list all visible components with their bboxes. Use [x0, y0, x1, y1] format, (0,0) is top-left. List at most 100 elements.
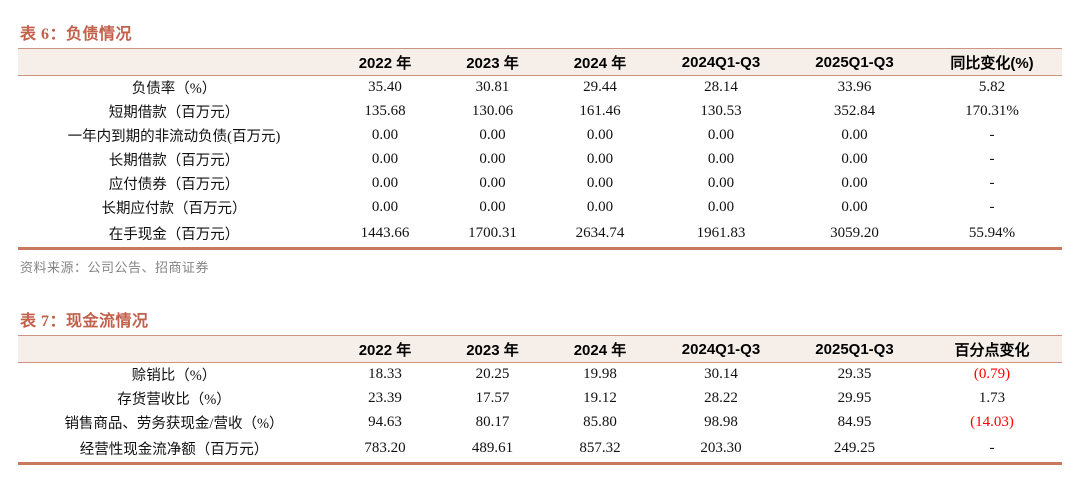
- cell-value: 55.94%: [922, 219, 1062, 250]
- cell-value: 17.57: [475, 390, 510, 406]
- row-label: 应付债券（百万元）: [108, 177, 240, 193]
- cell-value: 0.00: [707, 151, 735, 167]
- cell-value: 80.17: [475, 414, 510, 430]
- cell-value: 0.00: [707, 127, 735, 143]
- row-label: 负债率（%）: [131, 81, 217, 98]
- cell-value: 0.00: [841, 199, 868, 215]
- report-page: 表 6：负债情况 2022 年 2023 年 2024 年 2024Q1-Q3 …: [18, 26, 1062, 465]
- cell-value: 857.32: [545, 434, 655, 465]
- cell-value: 130.06: [471, 103, 514, 119]
- table-row-inventory-revenue-ratio: 存货营收比（%） 23.39 17.57 19.12 28.22 29.95 1…: [18, 387, 1062, 411]
- section-spacer: [18, 276, 1062, 307]
- table6-source: 资料来源：公司公告、招商证券: [20, 260, 210, 275]
- row-label: 存货营收比（%）: [117, 392, 231, 408]
- cell-value: 30.81: [475, 79, 510, 96]
- column-header-pp-change: 百分点变化: [954, 341, 1030, 359]
- table-row-net-operating-cash-flow: 经营性现金流净额（百万元） 783.20 489.61 857.32 203.3…: [18, 434, 1062, 465]
- row-label: 长期应付款（百万元）: [101, 201, 247, 217]
- table-row-bonds-payable: 应付债券（百万元） 0.00 0.00 0.00 0.00 0.00 -: [18, 172, 1062, 196]
- column-header-yoy-change: 同比变化(%): [950, 54, 1034, 72]
- table-row-cash-on-hand: 在手现金（百万元） 1443.66 1700.31 2634.74 1961.8…: [18, 219, 1062, 250]
- table-row-debt-ratio: 负债率（%） 35.40 30.81 29.44 28.14 33.96 5.8…: [18, 76, 1062, 100]
- column-header-2023: 2023 年: [466, 341, 519, 359]
- cell-value: 0.00: [371, 127, 399, 143]
- cell-value: 0.00: [586, 127, 614, 143]
- cell-value: 33.96: [837, 79, 872, 96]
- column-header-2024q1q3: 2024Q1-Q3: [681, 340, 761, 358]
- table7-title: 表 7：现金流情况: [20, 313, 149, 330]
- row-label: 经营性现金流净额（百万元）: [18, 434, 330, 465]
- column-header-2025q1q3: 2025Q1-Q3: [815, 53, 894, 71]
- row-label: 短期借款（百万元）: [108, 105, 240, 121]
- cell-value: 2634.74: [545, 219, 655, 250]
- cell-value: 94.63: [368, 414, 402, 430]
- row-label: 销售商品、劳务获现金/营收（%）: [64, 416, 284, 432]
- column-header-2023: 2023 年: [466, 54, 519, 72]
- corner-cell: [18, 49, 330, 76]
- cell-value: 5.82: [978, 79, 1006, 96]
- cash-flow-table: 2022 年 2023 年 2024 年 2024Q1-Q3 2025Q1-Q3…: [18, 335, 1062, 465]
- cell-value: 783.20: [330, 434, 440, 465]
- row-label: 赊销比（%）: [131, 368, 217, 385]
- cell-value: 35.40: [368, 79, 402, 96]
- cell-value: 0.00: [707, 175, 735, 191]
- cell-value: 0.00: [841, 127, 868, 143]
- cell-value: 489.61: [440, 434, 545, 465]
- negative-value: (14.03): [970, 414, 1014, 430]
- cell-value: 1.73: [978, 390, 1006, 406]
- cell-value: 3059.20: [787, 219, 922, 250]
- cell-value: 352.84: [833, 103, 876, 119]
- corner-cell: [18, 336, 330, 363]
- row-label: 一年内到期的非流动负债(百万元): [67, 129, 281, 145]
- cell-value: 0.00: [479, 199, 506, 215]
- cell-value: -: [989, 127, 995, 143]
- column-header-2024q1q3: 2024Q1-Q3: [681, 53, 761, 71]
- cell-value: 135.68: [364, 103, 406, 119]
- cell-value: 161.46: [579, 103, 621, 119]
- table-row-long-term-borrowings: 长期借款（百万元） 0.00 0.00 0.00 0.00 0.00 -: [18, 148, 1062, 172]
- cell-value: 18.33: [368, 366, 402, 383]
- column-header-2022: 2022 年: [358, 54, 412, 72]
- cell-value: 0.00: [586, 175, 614, 191]
- cell-value: 0.00: [371, 151, 399, 167]
- table-row-short-term-borrowings: 短期借款（百万元） 135.68 130.06 161.46 130.53 35…: [18, 100, 1062, 124]
- cell-value: 28.14: [704, 79, 738, 96]
- cell-value: 170.31%: [965, 103, 1019, 119]
- cell-value: 0.00: [371, 175, 399, 191]
- cell-value: 30.14: [704, 366, 738, 383]
- cell-value: 29.44: [583, 79, 617, 96]
- cell-value: 0.00: [841, 151, 868, 167]
- cell-value: 0.00: [707, 199, 735, 215]
- cell-value: 20.25: [475, 366, 510, 383]
- cell-value: -: [989, 175, 995, 191]
- table-row-credit-sales-ratio: 赊销比（%） 18.33 20.25 19.98 30.14 29.35 (0.…: [18, 363, 1062, 387]
- cell-value: 0.00: [371, 199, 399, 215]
- table6-title: 表 6：负债情况: [20, 26, 133, 43]
- cash-flow-table-header-row: 2022 年 2023 年 2024 年 2024Q1-Q3 2025Q1-Q3…: [18, 335, 1062, 363]
- cell-value: -: [922, 434, 1062, 465]
- cell-value: 23.39: [368, 390, 402, 406]
- cell-value: 1443.66: [330, 219, 440, 250]
- column-header-2024: 2024 年: [573, 341, 627, 359]
- cell-value: 19.12: [583, 390, 617, 406]
- cell-value: 84.95: [837, 414, 872, 430]
- cell-value: 85.80: [583, 414, 617, 430]
- cell-value: 19.98: [583, 366, 617, 383]
- cell-value: 203.30: [655, 434, 787, 465]
- cell-value: 1700.31: [440, 219, 545, 250]
- cell-value: 249.25: [787, 434, 922, 465]
- table-row-long-term-payables: 长期应付款（百万元） 0.00 0.00 0.00 0.00 0.00 -: [18, 196, 1062, 220]
- negative-value: (0.79): [973, 366, 1011, 383]
- cell-value: 1961.83: [655, 219, 787, 250]
- cell-value: 29.35: [837, 366, 872, 383]
- debt-table-header-row: 2022 年 2023 年 2024 年 2024Q1-Q3 2025Q1-Q3…: [18, 48, 1062, 76]
- cell-value: -: [989, 151, 995, 167]
- row-label: 在手现金（百万元）: [18, 219, 330, 250]
- row-label: 长期借款（百万元）: [108, 153, 240, 169]
- cell-value: 0.00: [479, 151, 506, 167]
- table-row-noncurrent-liabilities-due-1y: 一年内到期的非流动负债(百万元) 0.00 0.00 0.00 0.00 0.0…: [18, 124, 1062, 148]
- debt-table: 2022 年 2023 年 2024 年 2024Q1-Q3 2025Q1-Q3…: [18, 48, 1062, 250]
- cell-value: -: [989, 199, 995, 215]
- table-row-cash-from-sales-to-revenue: 销售商品、劳务获现金/营收（%） 94.63 80.17 85.80 98.98…: [18, 411, 1062, 435]
- cell-value: 0.00: [841, 175, 868, 191]
